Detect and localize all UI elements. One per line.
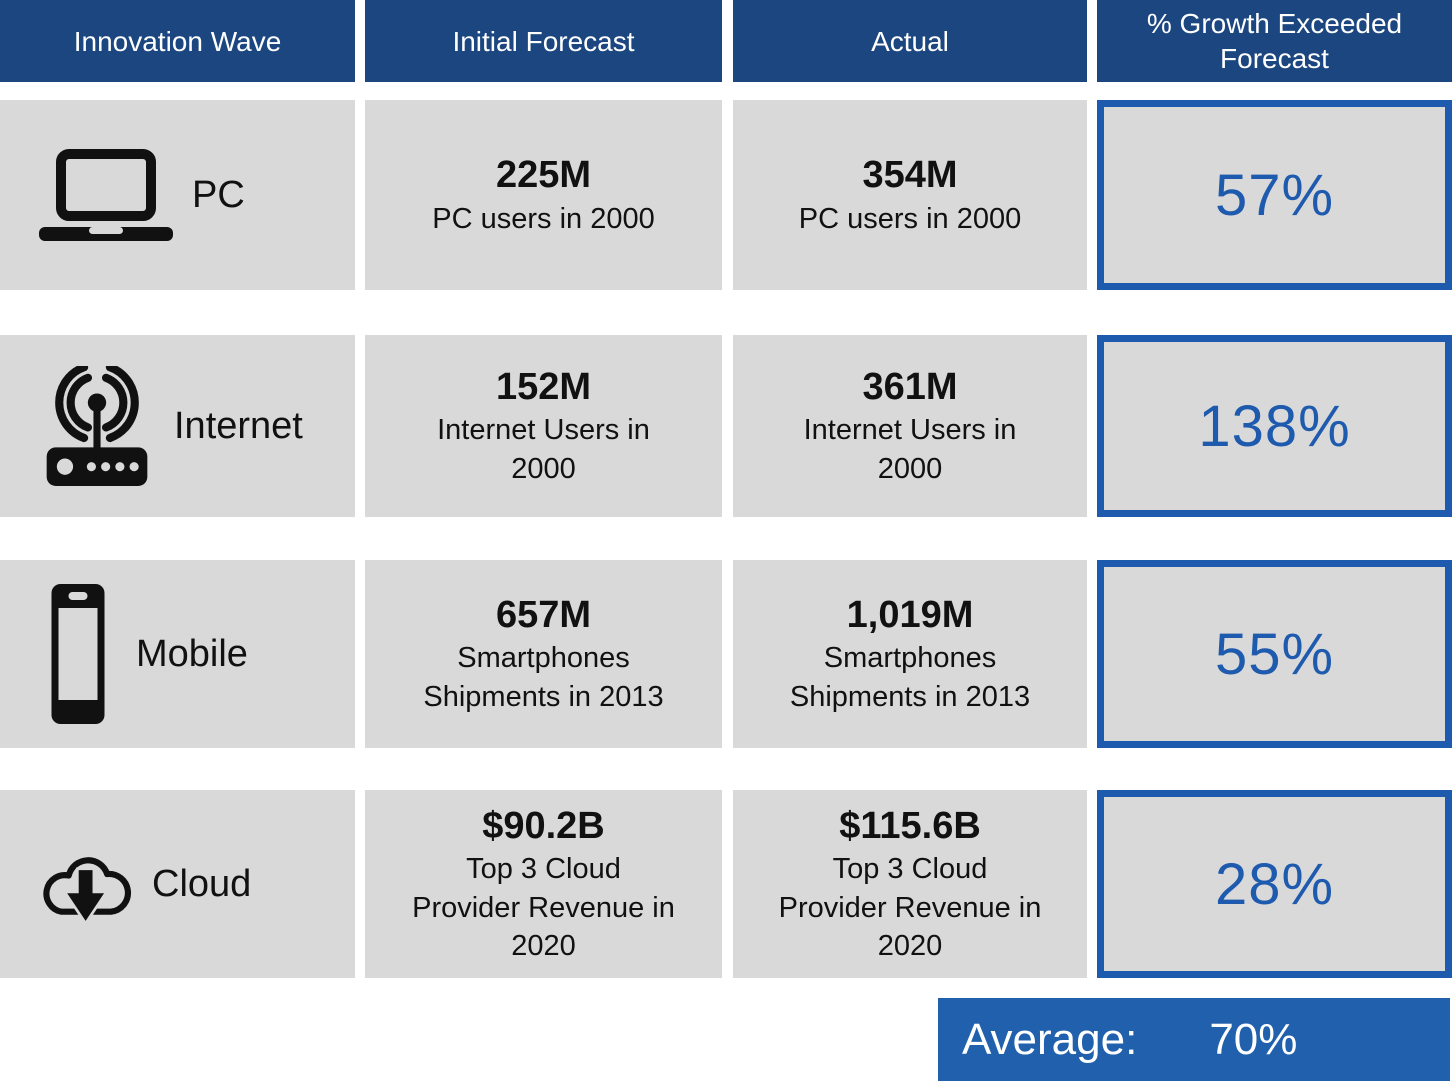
- forecast-cell-pc: 225M PC users in 2000: [365, 100, 722, 290]
- wave-label: Mobile: [136, 632, 248, 675]
- column-header-initial-forecast: Initial Forecast: [365, 0, 722, 82]
- average-value: 70%: [1209, 1014, 1298, 1064]
- actual-value: 361M: [862, 365, 958, 408]
- growth-value: 138%: [1198, 393, 1351, 459]
- wave-cell-cloud: Cloud: [0, 790, 355, 978]
- growth-cell-cloud: 28%: [1097, 790, 1452, 978]
- growth-value: 55%: [1214, 621, 1335, 687]
- wave-label: PC: [192, 173, 245, 216]
- forecast-desc: Internet Users in 2000: [437, 414, 650, 485]
- average-bar: Average: 70%: [938, 998, 1450, 1081]
- growth-value: 28%: [1214, 851, 1335, 917]
- smartphone-icon: [38, 583, 118, 725]
- actual-cell-pc: 354M PC users in 2000: [733, 100, 1087, 290]
- actual-desc: Internet Users in 2000: [803, 414, 1017, 485]
- column-header-actual: Actual: [733, 0, 1087, 82]
- growth-cell-pc: 57%: [1097, 100, 1452, 290]
- forecast-value: $90.2B: [482, 804, 605, 847]
- wave-cell-pc: PC: [0, 100, 355, 290]
- forecast-cell-internet: 152M Internet Users in 2000: [365, 335, 722, 517]
- column-header-growth-exceeded: % Growth Exceeded Forecast: [1097, 0, 1452, 82]
- forecast-cell-cloud: $90.2B Top 3 Cloud Provider Revenue in 2…: [365, 790, 722, 978]
- actual-value: 354M: [862, 154, 958, 197]
- cloud-download-icon: [38, 830, 134, 938]
- column-header-innovation-wave: Innovation Wave: [0, 0, 355, 82]
- actual-cell-cloud: $115.6B Top 3 Cloud Provider Revenue in …: [733, 790, 1087, 978]
- forecast-desc: Top 3 Cloud Provider Revenue in 2020: [412, 853, 675, 962]
- actual-desc: PC users in 2000: [798, 202, 1022, 235]
- actual-value: 1,019M: [846, 593, 974, 636]
- average-label: Average:: [962, 1014, 1138, 1064]
- actual-value: $115.6B: [839, 804, 981, 847]
- growth-cell-mobile: 55%: [1097, 560, 1452, 748]
- forecast-desc: PC users in 2000: [432, 202, 655, 235]
- actual-cell-mobile: 1,019M Smartphones Shipments in 2013: [733, 560, 1087, 748]
- wave-label: Internet: [174, 404, 303, 447]
- actual-desc: Smartphones Shipments in 2013: [789, 642, 1031, 713]
- forecast-desc: Smartphones Shipments in 2013: [423, 642, 664, 713]
- actual-cell-internet: 361M Internet Users in 2000: [733, 335, 1087, 517]
- growth-cell-internet: 138%: [1097, 335, 1452, 517]
- growth-value: 57%: [1214, 162, 1335, 228]
- wave-cell-internet: Internet: [0, 335, 355, 517]
- forecast-value: 152M: [495, 365, 592, 408]
- forecast-cell-mobile: 657M Smartphones Shipments in 2013: [365, 560, 722, 748]
- wave-label: Cloud: [152, 862, 252, 905]
- actual-desc: Top 3 Cloud Provider Revenue in 2020: [778, 853, 1042, 962]
- wave-cell-mobile: Mobile: [0, 560, 355, 748]
- forecast-value: 225M: [495, 154, 592, 197]
- laptop-icon: [38, 149, 174, 241]
- forecast-value: 657M: [495, 593, 592, 636]
- wifi-router-icon: [38, 366, 156, 486]
